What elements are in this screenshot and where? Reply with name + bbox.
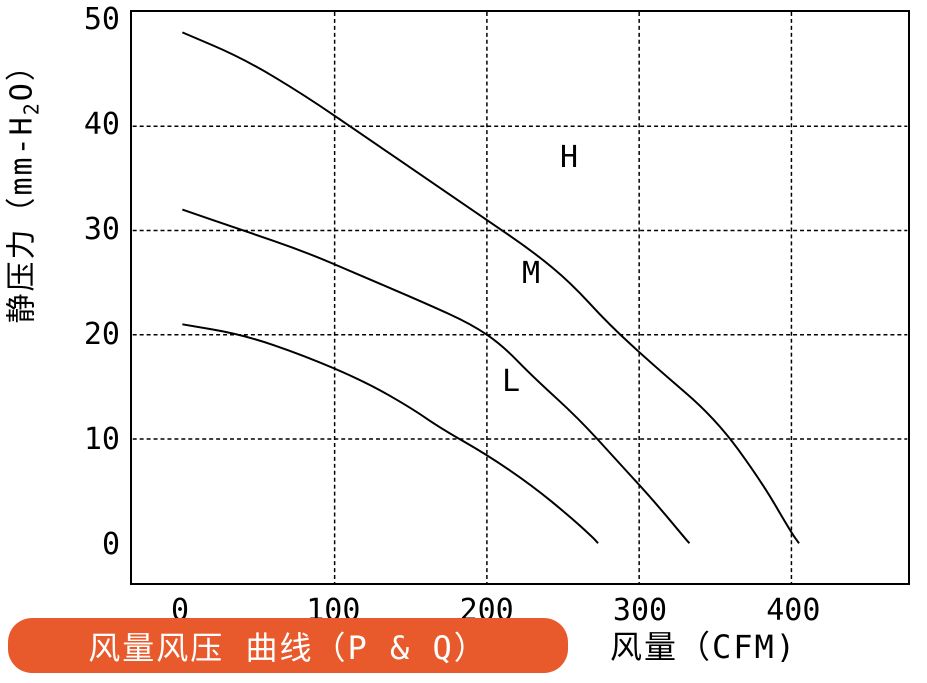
series-L xyxy=(182,324,598,543)
grid-lines xyxy=(133,12,908,583)
y-tick-50: 50 xyxy=(70,2,120,37)
y-tick-20: 20 xyxy=(70,317,120,352)
title-banner-text: 风量风压 曲线（P & Q） xyxy=(88,623,488,669)
x-axis-label: 风量（CFM) xyxy=(610,622,797,668)
plot-svg xyxy=(132,12,908,583)
y-tick-0: 0 xyxy=(70,527,120,562)
series-M xyxy=(182,210,689,544)
y-tick-10: 10 xyxy=(70,422,120,457)
y-tick-30: 30 xyxy=(70,212,120,247)
y-axis-label: 静压力（mm-H2O） xyxy=(0,49,44,323)
title-banner: 风量风压 曲线（P & Q） xyxy=(8,618,568,673)
series-H xyxy=(182,32,799,543)
series-lines xyxy=(182,32,799,543)
y-tick-40: 40 xyxy=(70,107,120,142)
plot-area: H M L xyxy=(130,10,910,585)
y-axis-label-unit-post: O） xyxy=(5,49,40,101)
series-label-M: M xyxy=(522,256,540,291)
fan-curve-chart: 静压力（mm-H2O） HML 01020304050 010020030040… xyxy=(0,0,927,683)
series-label-L: L xyxy=(502,364,520,399)
y-axis-label-unit-pre: （mm-H xyxy=(5,115,40,227)
y-axis-label-unit-sub: 2 xyxy=(20,101,44,115)
series-label-H: H xyxy=(560,140,578,175)
y-axis-label-main: 静压力 xyxy=(5,228,40,324)
